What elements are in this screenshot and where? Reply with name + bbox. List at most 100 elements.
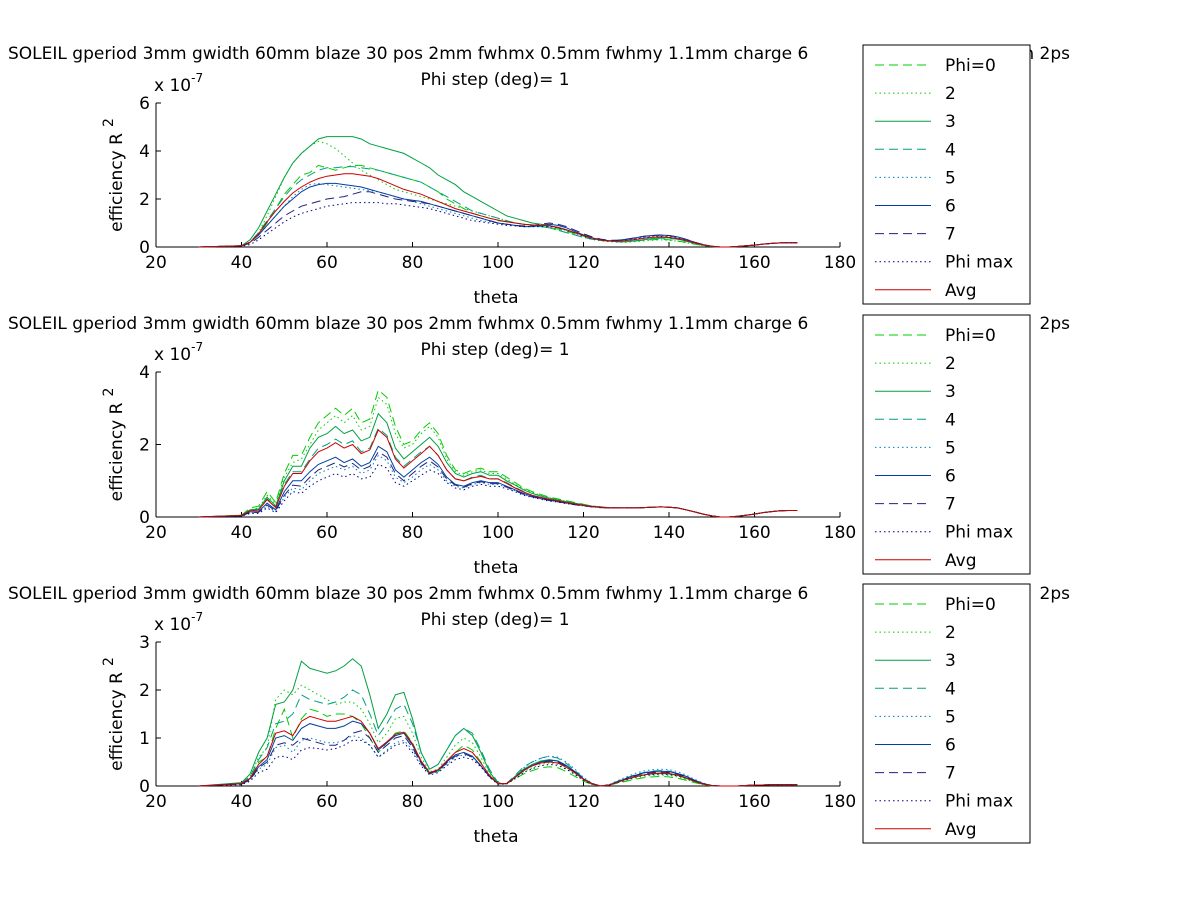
legend-entry-label: 3 <box>945 382 956 402</box>
legend-entry-label: Phi max <box>945 523 1013 543</box>
x-tick-label: 140 <box>653 253 685 273</box>
series-line-1 <box>198 164 798 248</box>
x-tick-label: 80 <box>402 523 424 543</box>
legend-entry-label: 4 <box>945 140 956 160</box>
series-line-1 <box>198 389 798 518</box>
x-axis-label: theta <box>474 288 519 308</box>
x-tick-label: 60 <box>316 523 338 543</box>
axis-exponent-base: x 10 <box>154 615 191 635</box>
legend-entry-label: 3 <box>945 112 956 132</box>
x-tick-label: 80 <box>402 792 424 812</box>
series-line-8 <box>198 202 798 248</box>
legend-entry-label: Phi=0 <box>945 595 996 615</box>
series-line-2 <box>198 140 798 248</box>
x-tick-label: 40 <box>231 792 253 812</box>
y-tick-label: 0 <box>139 777 150 797</box>
x-tick-label: 180 <box>824 792 856 812</box>
chart-subtitle: Phi step (deg)= 1 <box>420 70 569 90</box>
legend-entry-label: 7 <box>945 225 956 245</box>
x-tick-label: 100 <box>482 253 514 273</box>
axis-exponent: x 10-7 <box>154 340 203 365</box>
axis-exponent: x 10-7 <box>154 71 203 96</box>
chart-title-tail: h 2ps <box>1023 44 1070 64</box>
y-tick-label: 0 <box>139 508 150 528</box>
legend-entry-label: 7 <box>945 495 956 515</box>
axis-exponent-base: x 10 <box>154 76 191 96</box>
chart-title: SOLEIL gperiod 3mm gwidth 60mm blaze 30 … <box>8 314 808 334</box>
legend-entry-label: 5 <box>945 438 956 458</box>
x-axis-label: theta <box>474 558 519 578</box>
x-tick-label: 160 <box>738 523 770 543</box>
series-line-2 <box>198 684 798 787</box>
legend-entry-label: 2 <box>945 84 956 104</box>
series-line-5 <box>198 735 798 787</box>
x-tick-label: 120 <box>567 523 599 543</box>
x-axis-label: theta <box>474 827 519 847</box>
x-tick-label: 60 <box>316 253 338 273</box>
y-tick-label: 3 <box>139 633 150 653</box>
x-tick-label: 40 <box>231 523 253 543</box>
axis-exponent-power: -7 <box>191 71 203 85</box>
series-line-6 <box>198 720 798 787</box>
chart-title: SOLEIL gperiod 3mm gwidth 60mm blaze 30 … <box>8 584 808 604</box>
legend-entry-label: 3 <box>945 651 956 671</box>
x-tick-label: 60 <box>316 792 338 812</box>
y-axis-label: efficiency R 2 <box>101 118 127 232</box>
x-tick-label: 120 <box>567 253 599 273</box>
x-tick-label: 80 <box>402 253 424 273</box>
legend-entry-label: Phi=0 <box>945 326 996 346</box>
legend-entry-label: Phi max <box>945 792 1013 812</box>
series-line-8 <box>198 739 798 787</box>
y-axis-label-text: efficiency R <box>107 402 127 501</box>
x-tick-label: 160 <box>738 253 770 273</box>
series-line-9 <box>198 429 798 518</box>
chart-subtitle: Phi step (deg)= 1 <box>420 610 569 630</box>
x-tick-label: 140 <box>653 523 685 543</box>
x-tick-label: 20 <box>145 792 167 812</box>
legend-entry-label: 6 <box>945 736 956 756</box>
legend-entry-label: 7 <box>945 764 956 784</box>
legend-entry-label: 6 <box>945 197 956 217</box>
y-tick-label: 0 <box>139 238 150 258</box>
series-line-6 <box>198 182 798 248</box>
legend-entry-label: Avg <box>945 551 977 571</box>
axis-exponent-base: x 10 <box>154 345 191 365</box>
y-tick-label: 2 <box>139 681 150 701</box>
series-line-5 <box>198 182 798 248</box>
y-axis-label: efficiency R 2 <box>101 657 127 771</box>
y-axis-label: efficiency R 2 <box>101 388 127 502</box>
series-line-9 <box>198 715 798 787</box>
legend-entry-label: Phi max <box>945 253 1013 273</box>
x-tick-label: 120 <box>567 792 599 812</box>
legend-entry-label: 6 <box>945 467 956 487</box>
x-tick-label: 180 <box>824 523 856 543</box>
legend-entry-label: Avg <box>945 820 977 840</box>
legend-box <box>862 44 1031 305</box>
legend-entry-label: 5 <box>945 168 956 188</box>
y-axis-label-power: 2 <box>101 657 117 666</box>
y-axis-label-text: efficiency R <box>107 133 127 232</box>
series-line-6 <box>198 445 798 518</box>
series-line-4 <box>198 166 798 248</box>
y-tick-label: 4 <box>139 142 150 162</box>
y-axis-label-text: efficiency R <box>107 672 127 771</box>
legend-box <box>862 314 1031 575</box>
legend-entry-label: Phi=0 <box>945 56 996 76</box>
y-tick-label: 2 <box>139 190 150 210</box>
legend-entry-label: 2 <box>945 623 956 643</box>
legend-box <box>862 583 1031 844</box>
legend-entry-label: 4 <box>945 679 956 699</box>
legend-entry-label: 5 <box>945 707 956 727</box>
y-tick-label: 1 <box>139 729 150 749</box>
x-tick-label: 20 <box>145 523 167 543</box>
y-tick-label: 2 <box>139 436 150 456</box>
axis-exponent-power: -7 <box>191 610 203 624</box>
chart-title-tail: 2ps <box>1040 584 1071 604</box>
x-tick-label: 100 <box>482 792 514 812</box>
chart-subtitle: Phi step (deg)= 1 <box>420 340 569 360</box>
